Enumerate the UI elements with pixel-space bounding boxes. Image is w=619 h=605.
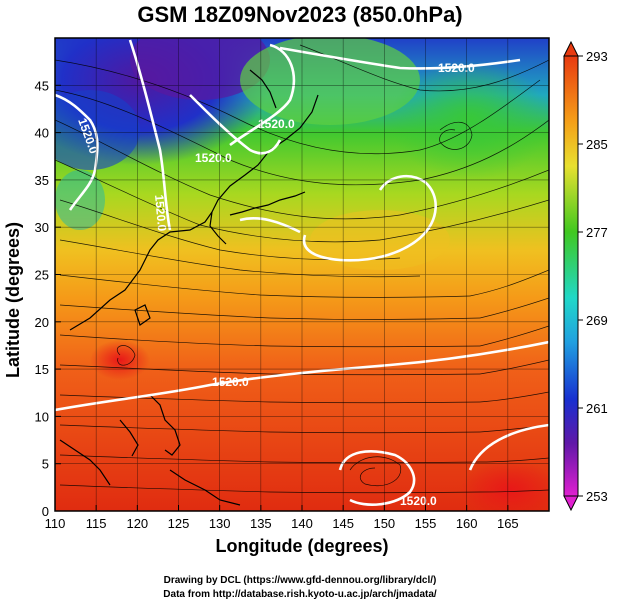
y-axis-ticks: 0 5 10 15 20 25 30 35 40 45: [35, 78, 61, 519]
x-tick-label: 145: [332, 516, 354, 531]
colorbar-body: [563, 55, 579, 497]
contour-label: 1520.0: [195, 151, 232, 165]
x-tick-label: 165: [497, 516, 519, 531]
y-tick-label: 0: [42, 504, 49, 519]
y-tick-label: 35: [35, 173, 49, 188]
temperature-field: [55, 38, 549, 511]
credit-line-dcl: Drawing by DCL (https://www.gfd-dennou.o…: [163, 575, 437, 586]
y-tick-label: 15: [35, 362, 49, 377]
x-tick-label: 110: [45, 516, 66, 531]
contour-label: 1520.0: [438, 61, 475, 75]
colorbar-bottom-arrow: [563, 495, 579, 512]
y-tick-label: 5: [42, 457, 49, 472]
y-tick-label: 10: [35, 409, 49, 424]
colorbar-tick-label: 261: [586, 401, 608, 416]
contour-label: 1520.0: [400, 494, 437, 508]
x-tick-label: 140: [291, 516, 313, 531]
contour-label: 1520.0: [152, 194, 169, 232]
geopotential-contours: [55, 39, 549, 506]
y-tick-label: 30: [35, 220, 49, 235]
x-tick-label: 155: [415, 516, 437, 531]
x-tick-label: 135: [250, 516, 272, 531]
x-tick-label: 115: [86, 516, 107, 531]
colorbar: 253 261 269 277 285 293: [563, 40, 608, 512]
x-tick-label: 160: [456, 516, 478, 531]
credit-line-data-source: Data from http://database.rish.kyoto-u.a…: [163, 589, 437, 600]
colorbar-tick-label: 285: [586, 137, 608, 152]
colorbar-ticks: 253 261 269 277 285 293: [578, 49, 608, 504]
x-axis-label: Longitude (degrees): [215, 536, 389, 556]
colorbar-tick-label: 293: [586, 49, 608, 64]
y-tick-label: 45: [35, 78, 49, 93]
colorbar-tick-label: 269: [586, 313, 608, 328]
x-tick-label: 130: [209, 516, 231, 531]
y-tick-label: 25: [35, 268, 49, 283]
y-axis-label: Latitude (degrees): [3, 221, 23, 379]
chart-title: GSM 18Z09Nov2023 (850.0hPa): [137, 2, 463, 27]
contour-label: 1520.0: [212, 375, 249, 389]
x-axis-ticks: 110 115 120 125 130 135 140 145 150 155 160 165: [45, 505, 519, 531]
coastlines: [59, 69, 319, 506]
colorbar-tick-label: 277: [586, 225, 608, 240]
grid-lines: [55, 38, 549, 511]
x-tick-label: 125: [168, 516, 190, 531]
x-tick-label: 150: [373, 516, 395, 531]
y-tick-label: 20: [35, 315, 49, 330]
contour-label: 1520.0: [258, 117, 295, 131]
y-tick-label: 40: [35, 126, 49, 141]
colorbar-top-arrow: [563, 40, 579, 57]
x-tick-label: 120: [126, 516, 148, 531]
colorbar-tick-label: 253: [586, 489, 608, 504]
